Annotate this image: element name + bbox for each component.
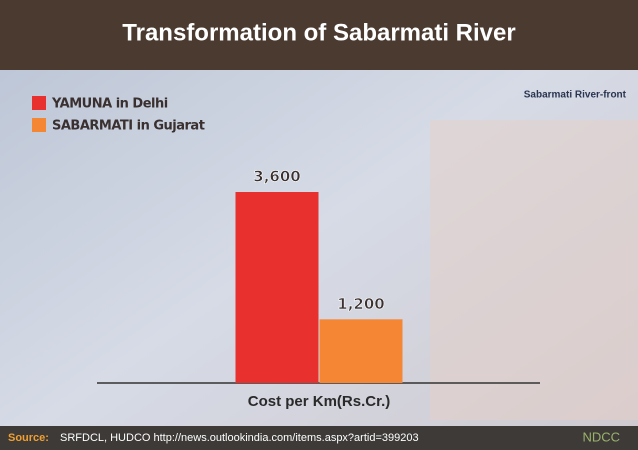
source-text: SRFDCL, HUDCO http://news.outlookindia.c… <box>60 432 419 444</box>
bar <box>319 319 403 383</box>
chart-title: Transformation of Sabarmati River <box>122 19 515 46</box>
bar <box>235 192 319 383</box>
legend-label: SABARMATI in Gujarat <box>52 119 205 134</box>
background-building <box>430 120 638 420</box>
title-bar <box>0 0 638 70</box>
legend-label: YAMUNA in Delhi <box>51 97 168 112</box>
x-tick-label: Cost per Km(Rs.Cr.) <box>248 393 391 410</box>
legend-swatch <box>32 96 46 110</box>
value-label: 1,200 <box>337 295 384 313</box>
logo: NDCC <box>582 429 620 444</box>
legend-swatch <box>32 118 46 132</box>
source-label: Source: <box>8 432 49 444</box>
annotation: Sabarmati River-front <box>524 90 627 101</box>
footer-bar <box>0 426 638 450</box>
value-label: 3,600 <box>253 168 300 186</box>
